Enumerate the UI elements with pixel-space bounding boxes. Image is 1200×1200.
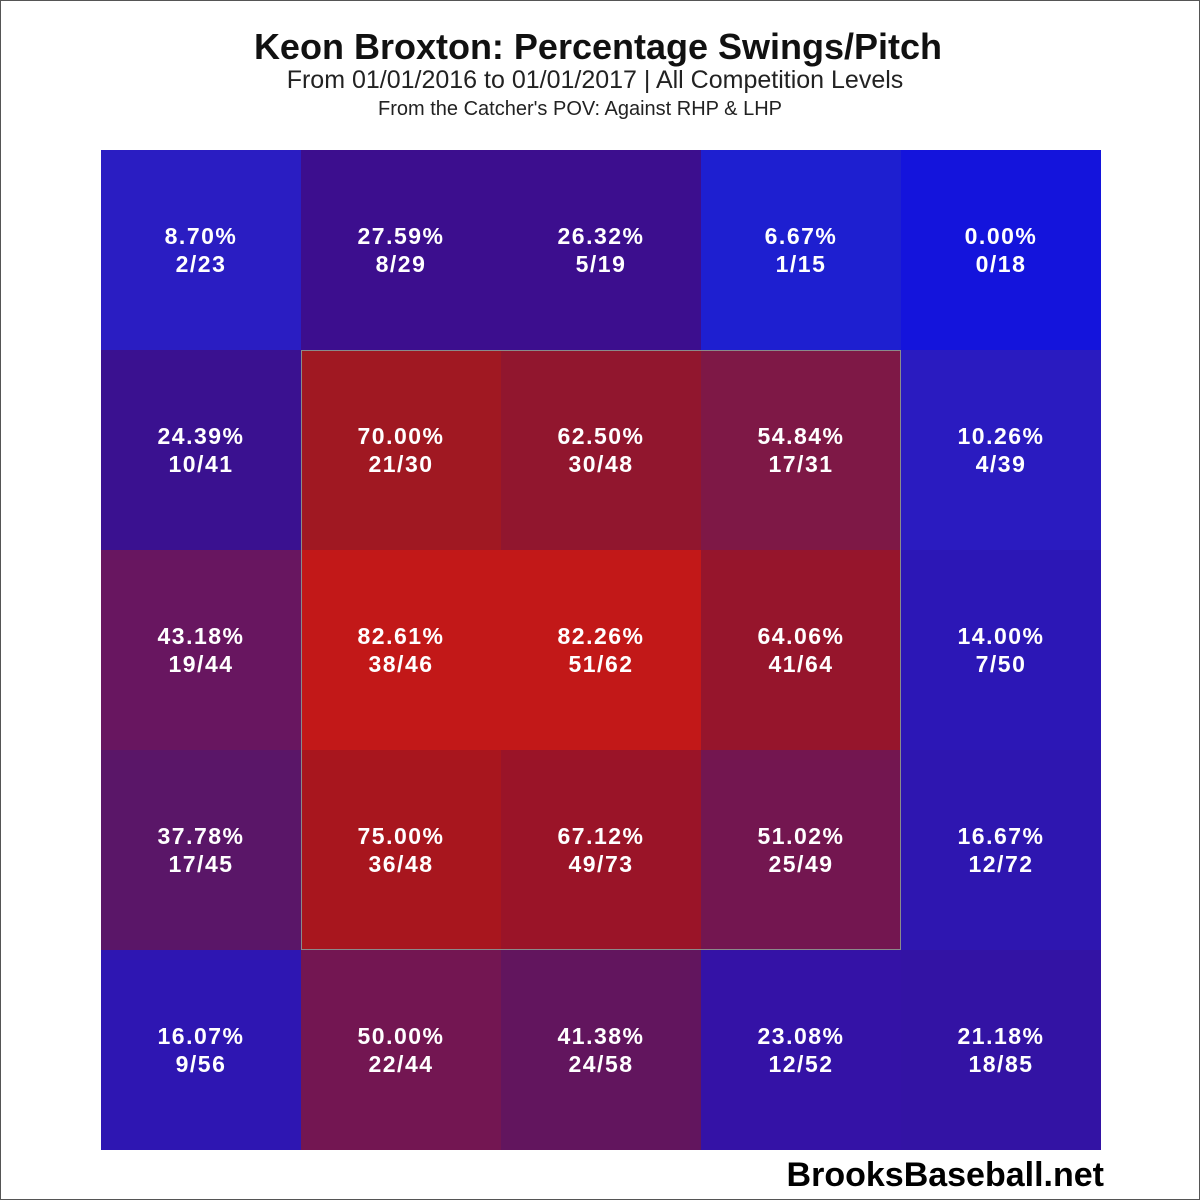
- cell-percentage: 21.18%: [957, 1023, 1045, 1049]
- heatmap-cell: 23.08% 12/52: [701, 950, 901, 1150]
- chart-title: Keon Broxton: Percentage Swings/Pitch: [253, 26, 943, 67]
- cell-percentage: 8.70%: [164, 223, 238, 249]
- heatmap-cell: 64.06% 41/64: [701, 550, 901, 750]
- cell-percentage: 0.00%: [964, 223, 1038, 249]
- cell-fraction: 24/58: [568, 1051, 634, 1077]
- cell-percentage: 10.26%: [957, 423, 1045, 449]
- heatmap-cell: 41.38% 24/58: [501, 950, 701, 1150]
- cell-percentage: 27.59%: [357, 223, 445, 249]
- heatmap-cell: 37.78% 17/45: [101, 750, 301, 950]
- cell-fraction: 17/31: [768, 451, 834, 477]
- cell-percentage: 82.61%: [357, 623, 445, 649]
- cell-percentage: 14.00%: [957, 623, 1045, 649]
- heatmap-cell: 8.70% 2/23: [101, 150, 301, 350]
- chart-subtitle-pov: From the Catcher's POV: Against RHP & LH…: [378, 98, 782, 120]
- cell-fraction: 9/56: [175, 1051, 227, 1077]
- heatmap-cell: 21.18% 18/85: [901, 950, 1101, 1150]
- cell-fraction: 22/44: [368, 1051, 434, 1077]
- cell-fraction: 25/49: [768, 851, 834, 877]
- cell-fraction: 36/48: [368, 851, 434, 877]
- cell-percentage: 43.18%: [157, 623, 245, 649]
- cell-percentage: 16.67%: [957, 823, 1045, 849]
- heatmap-cell: 70.00% 21/30: [301, 350, 501, 550]
- cell-percentage: 41.38%: [557, 1023, 645, 1049]
- heatmap-cell: 0.00% 0/18: [901, 150, 1101, 350]
- heatmap-cell: 51.02% 25/49: [701, 750, 901, 950]
- heatmap-cell: 16.07% 9/56: [101, 950, 301, 1150]
- cell-fraction: 12/52: [768, 1051, 834, 1077]
- heatmap-cell: 16.67% 12/72: [901, 750, 1101, 950]
- heatmap-cell: 54.84% 17/31: [701, 350, 901, 550]
- cell-percentage: 82.26%: [557, 623, 645, 649]
- cell-fraction: 21/30: [368, 451, 434, 477]
- heatmap-cell: 26.32% 5/19: [501, 150, 701, 350]
- cell-fraction: 1/15: [775, 251, 827, 277]
- cell-fraction: 2/23: [175, 251, 227, 277]
- cell-fraction: 8/29: [375, 251, 427, 277]
- cell-fraction: 7/50: [975, 651, 1027, 677]
- cell-fraction: 51/62: [568, 651, 634, 677]
- brooksbaseball-watermark: BrooksBaseball.net: [786, 1156, 1104, 1194]
- cell-fraction: 18/85: [968, 1051, 1034, 1077]
- heatmap-cell: 43.18% 19/44: [101, 550, 301, 750]
- cell-fraction: 19/44: [168, 651, 234, 677]
- heatmap-cell: 14.00% 7/50: [901, 550, 1101, 750]
- heatmap-cell: 24.39% 10/41: [101, 350, 301, 550]
- cell-percentage: 75.00%: [357, 823, 445, 849]
- cell-fraction: 30/48: [568, 451, 634, 477]
- cell-percentage: 67.12%: [557, 823, 645, 849]
- cell-percentage: 16.07%: [157, 1023, 245, 1049]
- heatmap-cell: 27.59% 8/29: [301, 150, 501, 350]
- cell-fraction: 41/64: [768, 651, 834, 677]
- heatmap-cell: 62.50% 30/48: [501, 350, 701, 550]
- heatmap-cell: 50.00% 22/44: [301, 950, 501, 1150]
- heatmap-cell: 82.61% 38/46: [301, 550, 501, 750]
- cell-percentage: 24.39%: [157, 423, 245, 449]
- cell-fraction: 10/41: [168, 451, 234, 477]
- heatmap-cell: 82.26% 51/62: [501, 550, 701, 750]
- heatmap-cell: 75.00% 36/48: [301, 750, 501, 950]
- cell-percentage: 26.32%: [557, 223, 645, 249]
- heatmap-cell: 67.12% 49/73: [501, 750, 701, 950]
- cell-percentage: 51.02%: [757, 823, 845, 849]
- cell-fraction: 4/39: [975, 451, 1027, 477]
- cell-fraction: 17/45: [168, 851, 234, 877]
- cell-percentage: 70.00%: [357, 423, 445, 449]
- cell-fraction: 38/46: [368, 651, 434, 677]
- chart-subtitle: From 01/01/2016 to 01/01/2017 | All Comp…: [286, 66, 904, 94]
- cell-fraction: 5/19: [575, 251, 627, 277]
- cell-percentage: 54.84%: [757, 423, 845, 449]
- heatmap-grid: 8.70% 2/23 27.59% 8/29 26.32% 5/19 6.67% 1/15 0.…: [101, 150, 1101, 1150]
- cell-fraction: 12/72: [968, 851, 1034, 877]
- cell-percentage: 62.50%: [557, 423, 645, 449]
- cell-percentage: 50.00%: [357, 1023, 445, 1049]
- heatmap-cell: 6.67% 1/15: [701, 150, 901, 350]
- cell-percentage: 6.67%: [764, 223, 838, 249]
- cell-percentage: 37.78%: [157, 823, 245, 849]
- cell-percentage: 23.08%: [757, 1023, 845, 1049]
- cell-fraction: 0/18: [975, 251, 1027, 277]
- heatmap-cell: 10.26% 4/39: [901, 350, 1101, 550]
- cell-fraction: 49/73: [568, 851, 634, 877]
- cell-percentage: 64.06%: [757, 623, 845, 649]
